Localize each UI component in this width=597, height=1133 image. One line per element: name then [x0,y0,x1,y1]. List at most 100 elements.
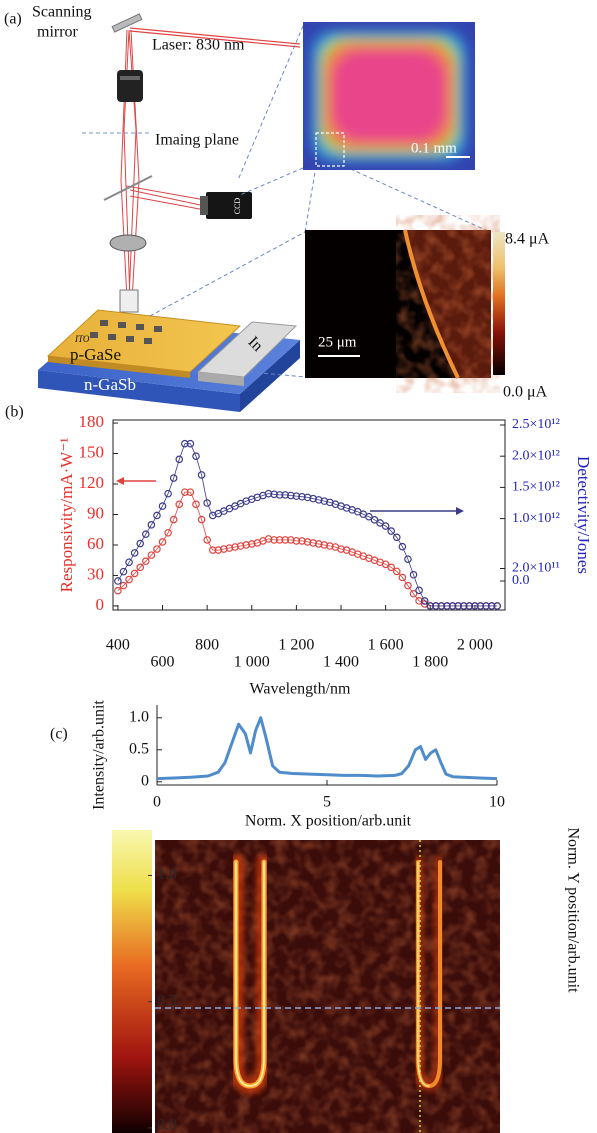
marker [409,570,418,579]
x-tick-label: 1 800 [412,654,448,671]
colorbar-tick-label: 0.0 [157,1117,177,1133]
marker [247,540,256,548]
y2-tick-label: 2.5×10¹² [512,417,560,432]
marker [225,544,234,552]
y2-tick-label: 1.5×10¹² [512,480,560,495]
marker [404,555,412,563]
marker [141,530,150,538]
marker [376,519,384,527]
marker [214,546,223,554]
marker [264,535,273,543]
marker [381,560,390,569]
zoom-image [405,230,491,378]
y-tick-label: 30 [87,564,104,583]
marker [493,602,501,610]
series-line [117,491,498,607]
pads [90,320,162,344]
marker [298,492,306,501]
marker [275,491,284,499]
marker [471,602,479,610]
x-tick-label: 5 [323,794,331,811]
marker [125,558,133,567]
marker [392,567,401,576]
map-image [303,22,475,170]
marker [164,489,172,498]
label: 25 μm [318,334,357,350]
marker [175,455,184,464]
marker [169,515,178,524]
marker [387,563,396,572]
marker [426,602,435,610]
marker [309,539,317,547]
series-line [117,443,498,607]
marker [415,597,423,605]
x-tick-label: 1 000 [234,654,270,671]
marker [158,502,167,510]
marker [186,488,195,496]
marker [175,500,184,509]
marker [231,543,239,551]
panel-c-map: Norm. Y position/arb.unit [112,827,581,1133]
marker [270,490,278,499]
marker [448,602,457,610]
substrate [38,370,240,412]
marker [114,586,122,595]
panel-a: (a) Scanning mirror Laser: 830 nm Imaing… [4,4,550,412]
x-axis-label: Wavelength/nm [250,681,351,698]
label: n-GaSb [84,375,136,394]
marker [454,602,462,610]
x-tick-label: 1 200 [278,637,314,654]
arrow [456,507,464,515]
marker [192,500,200,509]
y-tick-label: 90 [87,503,104,522]
colorbar [112,830,152,1133]
marker [365,512,373,521]
mirror [111,13,143,33]
marker [114,577,122,585]
marker [303,493,312,502]
label: CCD [233,198,242,215]
marker [203,536,211,544]
label: Imaing plane [155,132,239,149]
marker [459,602,468,610]
edge [403,229,460,379]
marker [275,536,284,544]
y-tick-label: 0 [96,595,105,614]
zoom-box [315,132,345,167]
marker [398,542,407,551]
marker [292,492,301,500]
marker [409,589,418,598]
marker [141,557,150,566]
lens [117,70,143,102]
label: ITO [74,334,90,344]
marker [197,515,206,524]
label: mirror [37,24,79,41]
y-axis-label: Intensity/arb.unit [91,700,108,810]
label: Scanning [32,4,92,21]
y-tick-label: 180 [79,412,105,431]
marker [169,474,178,482]
substrate [240,340,300,412]
marker [130,549,139,557]
marker [314,496,323,504]
marker [392,533,401,542]
beam-splitter [103,175,153,201]
marker [337,545,345,553]
marker [197,471,206,479]
arrow [116,477,124,485]
label: 0.0 μA [503,384,548,401]
marker [203,499,211,507]
marker [147,521,156,529]
marker [270,536,278,544]
x-tick-label: 400 [106,637,130,654]
marker [287,491,295,500]
marker [387,527,396,535]
axis-label: Norm. Y position/arb.unit [564,827,581,993]
marker [130,569,139,578]
label: 0.1 mm [411,140,457,156]
marker [309,494,317,503]
marker [208,546,217,554]
panel-label: (a) [4,11,22,28]
series-line [156,716,498,781]
marker [465,602,474,610]
